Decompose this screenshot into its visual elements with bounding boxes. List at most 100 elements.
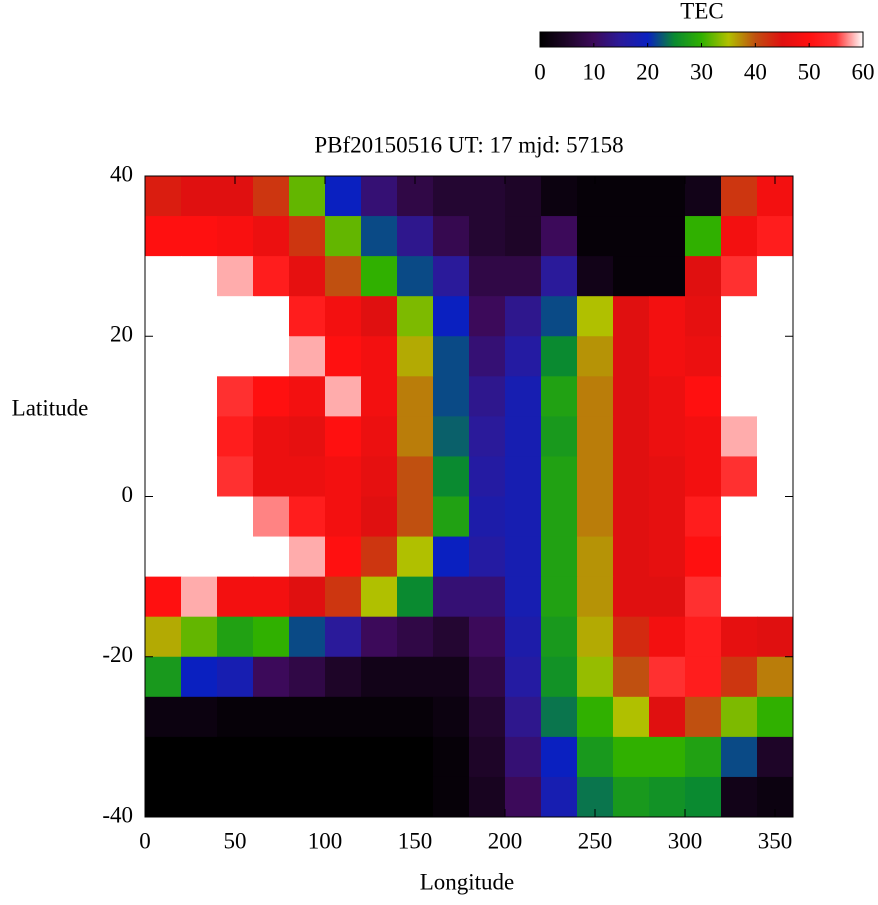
heat-cell [613, 416, 650, 457]
heat-cell [685, 696, 722, 738]
heat-cell [145, 576, 182, 618]
heat-cell [325, 296, 362, 337]
heat-cell [721, 376, 758, 417]
heat-cell [505, 696, 542, 738]
heat-cell [757, 336, 794, 377]
heat-cell [757, 576, 794, 618]
heat-cell [361, 336, 398, 377]
heat-cell [721, 656, 758, 698]
heat-cell [541, 696, 578, 738]
heat-cell [613, 536, 650, 578]
heat-cell [649, 496, 686, 538]
heat-cell [433, 736, 470, 778]
heat-cell [325, 376, 362, 417]
heat-cell [541, 336, 578, 377]
heat-cell [649, 216, 686, 257]
heat-cell [613, 656, 650, 698]
heat-cell [649, 776, 686, 818]
heat-cell [289, 176, 326, 217]
heat-cell [145, 536, 182, 578]
heat-cell [145, 736, 182, 778]
heat-cell [289, 776, 326, 818]
heat-cell [253, 296, 290, 337]
heat-cell [325, 536, 362, 578]
heat-cell [469, 496, 506, 538]
heat-cell [145, 776, 182, 818]
heat-cell [361, 616, 398, 658]
heat-cell [505, 336, 542, 377]
heat-cell [685, 256, 722, 297]
heat-cell [325, 576, 362, 618]
heat-cell [181, 696, 218, 738]
heat-cell [541, 216, 578, 257]
heat-cell [325, 456, 362, 497]
heat-cell [613, 616, 650, 658]
heat-cell [505, 616, 542, 658]
heat-cell [613, 296, 650, 337]
heat-cell [577, 216, 614, 257]
heat-cell [469, 696, 506, 738]
heat-cell [289, 296, 326, 337]
heat-cell [505, 216, 542, 257]
heat-cell [649, 256, 686, 297]
heat-cell [685, 216, 722, 257]
heat-cell [145, 656, 182, 698]
heat-cell [361, 736, 398, 778]
heat-cell [145, 376, 182, 417]
heat-cell [217, 296, 254, 337]
heat-cell [541, 536, 578, 578]
heat-cell [649, 376, 686, 417]
heat-cell [613, 776, 650, 818]
heat-cell [685, 576, 722, 618]
heat-cell [541, 776, 578, 818]
heat-cell [433, 456, 470, 497]
heat-cell [505, 496, 542, 538]
heat-cell [469, 776, 506, 818]
heat-cell [505, 576, 542, 618]
heat-cell [685, 336, 722, 377]
heat-cell [217, 256, 254, 297]
heat-cell [613, 216, 650, 257]
heat-cell [361, 696, 398, 738]
heat-cell [757, 376, 794, 417]
heat-cell [469, 656, 506, 698]
heat-cell [361, 376, 398, 417]
heat-cell [505, 376, 542, 417]
heat-cell [757, 536, 794, 578]
heat-cell [145, 296, 182, 337]
heat-cell [505, 176, 542, 217]
heat-cell [541, 296, 578, 337]
heat-cell [289, 456, 326, 497]
heat-cell [469, 296, 506, 337]
heat-cell [649, 656, 686, 698]
heat-cell [469, 216, 506, 257]
heat-cell [217, 496, 254, 538]
heat-cell [613, 736, 650, 778]
heat-cell [577, 456, 614, 497]
heat-cell [433, 776, 470, 818]
colorbar-tick-label: 0 [534, 59, 546, 84]
heat-cell [757, 456, 794, 497]
heat-cell [721, 776, 758, 818]
heat-cell [613, 456, 650, 497]
heat-cell [721, 696, 758, 738]
y-tick-label: 40 [110, 161, 133, 186]
colorbar-tick-label: 50 [798, 59, 821, 84]
heat-cell [613, 696, 650, 738]
heat-cell [649, 576, 686, 618]
heat-cell [325, 256, 362, 297]
heat-cell [469, 456, 506, 497]
heat-cell [577, 296, 614, 337]
heat-cell [721, 336, 758, 377]
heat-cell [721, 616, 758, 658]
heat-cell [649, 176, 686, 217]
heat-cell [289, 736, 326, 778]
heat-cell [505, 416, 542, 457]
heat-cell [397, 536, 434, 578]
heat-cell [685, 496, 722, 538]
heat-cell [649, 536, 686, 578]
heat-cell [217, 616, 254, 658]
heat-cell [361, 576, 398, 618]
heat-cell [433, 416, 470, 457]
colorbar-label: TEC [680, 0, 723, 23]
